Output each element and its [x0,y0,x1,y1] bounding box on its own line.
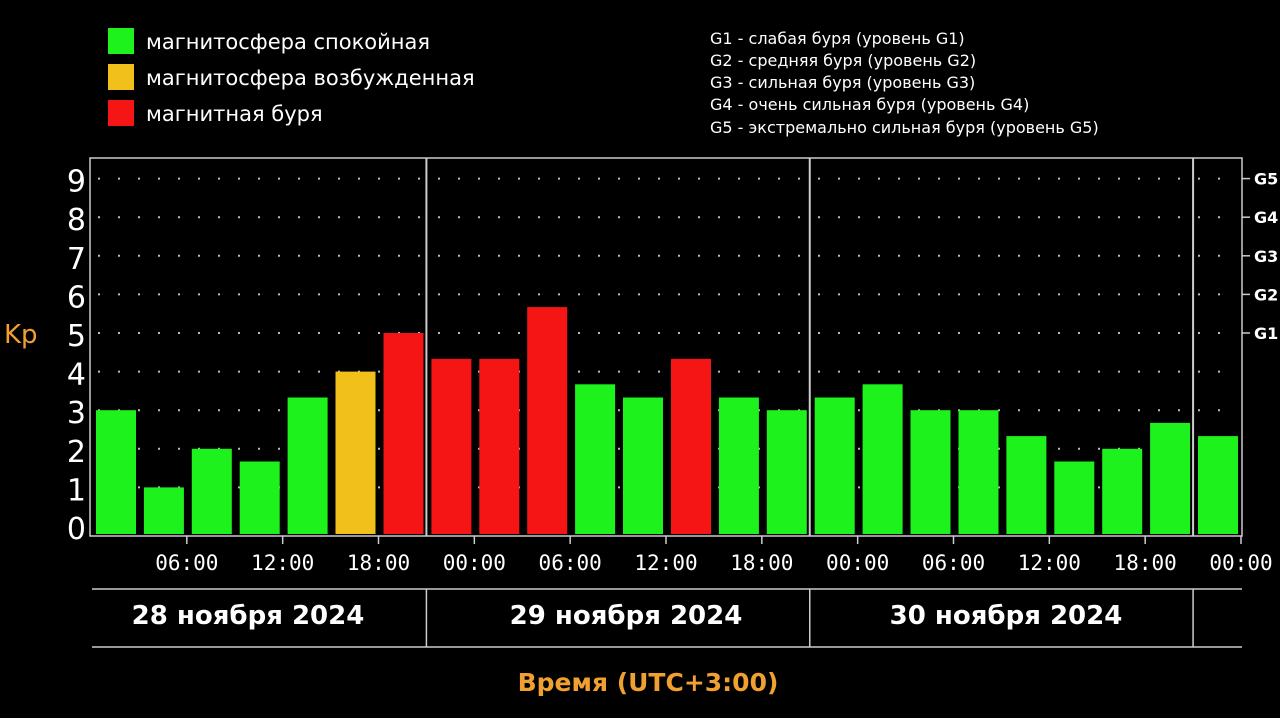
legend-swatch-storm [108,100,134,126]
x-tick-label: 12:00 [1018,551,1081,575]
kp-bar [910,410,951,534]
date-label: 30 ноября 2024 [890,601,1123,631]
x-axis-label: Время (UTC+3:00) [518,668,779,697]
kp-bar [431,358,472,534]
legend-label-storm: магнитная буря [146,102,323,126]
storm-level-g1: G1 - слабая буря (уровень G1) [710,29,965,48]
kp-bar [1054,461,1095,534]
x-tick-label: 00:00 [443,551,506,575]
g-level-ticks: G1 G2 G3 G4 G5 [1242,170,1278,343]
kp-bar [335,371,376,534]
kp-bar [862,384,903,534]
y-tick-label: 5 [67,319,86,354]
kp-bar [814,397,855,534]
legend-swatch-active [108,64,134,90]
kp-bar [623,397,663,534]
storm-level-g5: G5 - экстремально сильная буря (уровень … [710,118,1099,137]
kp-bar [143,487,184,534]
x-tick-label: 00:00 [1209,551,1272,575]
y-tick-label: 9 [67,165,86,200]
x-tick-label: 06:00 [155,551,218,575]
kp-bar [958,410,999,534]
storm-level-g2: G2 - средняя буря (уровень G2) [710,51,976,70]
g-tick-label: G1 [1254,324,1278,343]
kp-bar [718,397,759,534]
x-tick-label: 06:00 [922,551,985,575]
kp-bar [1102,448,1143,534]
x-tick-label: 00:00 [826,551,889,575]
date-label: 28 ноября 2024 [132,601,365,631]
x-tick-label: 12:00 [251,551,314,575]
legend-swatch-quiet [108,28,134,54]
y-tick-label: 6 [67,280,86,315]
kp-bar [1150,422,1191,534]
kp-bar [671,358,711,534]
legend: магнитосфера спокойная магнитосфера возб… [108,28,475,126]
g-tick-label: G3 [1254,247,1278,266]
legend-label-active: магнитосфера возбужденная [146,66,475,90]
legend-label-quiet: магнитосфера спокойная [146,30,430,54]
y-tick-label: 3 [67,396,86,431]
kp-bar [96,410,136,534]
g-tick-label: G4 [1254,208,1278,227]
kp-bar [287,397,328,534]
x-tick-label: 18:00 [730,551,793,575]
kp-bar [1006,436,1047,534]
kp-bar [191,448,232,534]
y-tick-label: 0 [67,512,86,547]
x-tick-label: 18:00 [1114,551,1177,575]
x-tick-label: 12:00 [634,551,697,575]
g-tick-label: G2 [1254,285,1278,304]
kp-bar [1198,436,1238,534]
storm-level-g4: G4 - очень сильная буря (уровень G4) [710,95,1029,114]
x-tick-label: 06:00 [539,551,602,575]
y-tick-label: 2 [67,435,86,470]
kp-bar [479,358,520,534]
storm-levels: G1 - слабая буря (уровень G1) G2 - средн… [710,29,1099,137]
kp-bar [766,410,807,534]
storm-level-g3: G3 - сильная буря (уровень G3) [710,73,975,92]
kp-bar [383,333,424,534]
date-label: 29 ноября 2024 [510,601,743,631]
kp-bar [575,384,616,534]
date-labels: 28 ноября 2024 29 ноября 2024 30 ноября 20… [132,601,1123,631]
y-tick-label: 4 [67,358,86,393]
x-tick-label: 18:00 [347,551,410,575]
kp-bar [239,461,280,534]
kp-bar [527,307,568,534]
y-tick-label: 8 [67,203,86,238]
bars [96,307,1238,534]
g-tick-label: G5 [1254,170,1278,189]
day-separators [425,158,1195,647]
y-axis-ticks: 0 12 34 5 67 89 [67,165,86,547]
y-tick-label: 1 [67,473,86,508]
x-axis-ticks: 06:00 12:00 18:00 00:00 06:00 12:00 18:00 00:00… [155,536,1273,575]
y-tick-label: 7 [67,242,86,277]
y-axis-label: Kp [4,320,38,350]
